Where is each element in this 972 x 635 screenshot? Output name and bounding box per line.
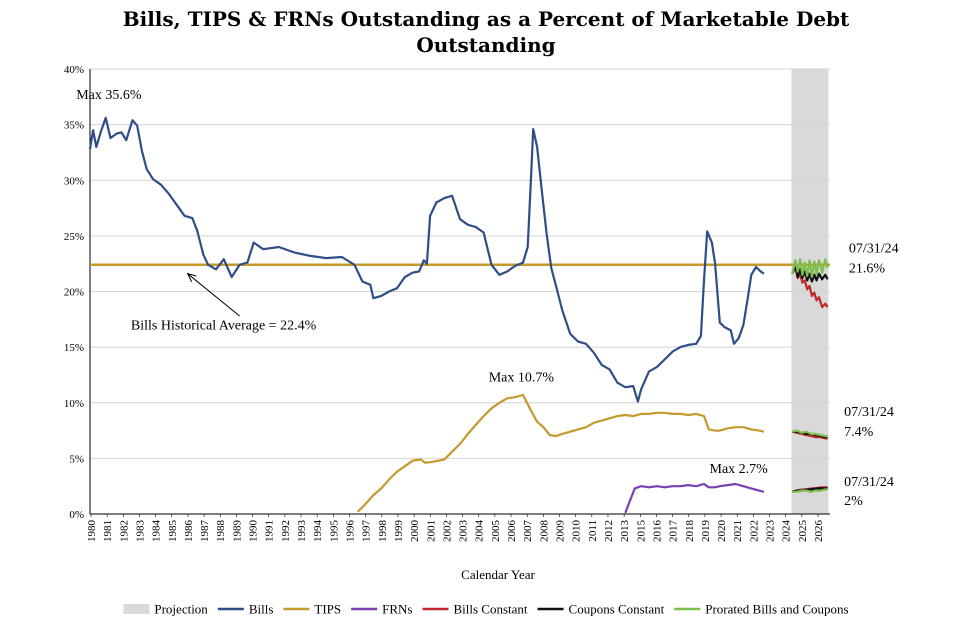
x-tick-label: 2023 xyxy=(765,520,777,543)
x-tick-label: 1998 xyxy=(377,520,389,543)
x-tick-label: 1983 xyxy=(134,520,146,543)
x-tick-label: 2002 xyxy=(441,520,453,542)
x-tick-label: 1990 xyxy=(248,520,260,543)
chart-title: Bills, TIPS & FRNs Outstanding as a Perc… xyxy=(0,6,972,58)
annotation-label: 2% xyxy=(844,494,863,509)
x-tick-label: 2007 xyxy=(522,520,534,543)
y-tick-label: 20% xyxy=(64,287,84,299)
annotation-label: Max 35.6% xyxy=(76,88,142,103)
annotation-label: 07/31/24 xyxy=(844,405,894,420)
y-tick-label: 35% xyxy=(64,120,84,132)
x-tick-label: 2005 xyxy=(490,520,502,543)
x-tick-label: 2024 xyxy=(781,520,793,543)
series-tips xyxy=(356,393,765,513)
x-axis-label: Calendar Year xyxy=(461,567,535,582)
series-tips-prorated xyxy=(791,429,828,438)
x-tick-label: 2004 xyxy=(474,520,486,543)
series-frns xyxy=(624,482,765,514)
x-tick-label: 1995 xyxy=(328,520,340,543)
x-tick-label: 2015 xyxy=(635,520,647,543)
x-tick-label: 1988 xyxy=(215,520,227,543)
y-tick-label: 5% xyxy=(69,453,84,465)
annotation-label: 21.6% xyxy=(849,262,886,277)
x-tick-label: 2018 xyxy=(684,520,696,543)
legend-swatch-projection xyxy=(123,604,150,614)
legend: Projection Bills TIPS FRNs Bills Constant Cou… xyxy=(123,602,849,617)
legend-label-coupons-constant: Coupons Constant xyxy=(569,602,665,617)
annotations: Max 35.6% Max 10.7% Max 2.7% 07/31/24 21.6% 0… xyxy=(76,88,898,509)
x-tick-label: 1994 xyxy=(312,520,324,543)
x-tick-label: 2003 xyxy=(458,520,470,543)
series-prorated-bills-and-coupons xyxy=(791,258,829,279)
series-coupons-constant xyxy=(791,264,829,283)
legend-label-prorated-bills-and-coupons: Prorated Bills and Coupons xyxy=(705,602,848,617)
y-tick-label: 10% xyxy=(64,398,84,410)
x-tick-label: 2009 xyxy=(555,520,567,543)
y-tick-label: 15% xyxy=(64,342,84,354)
x-tick-label: 1989 xyxy=(231,520,243,543)
x-tick-label: 1985 xyxy=(167,520,179,543)
legend-label-tips: TIPS xyxy=(314,602,341,617)
series-bills xyxy=(88,116,765,403)
x-tick-label: 1982 xyxy=(118,520,130,542)
x-tick-label: 2012 xyxy=(603,520,615,542)
x-tick-label: 2019 xyxy=(700,520,712,543)
x-tick-label: 2006 xyxy=(506,520,518,543)
arrow-head-icon xyxy=(186,272,197,282)
x-tick-label: 2020 xyxy=(716,520,728,543)
y-tick-label: 25% xyxy=(64,231,84,243)
chart-title-line-1: Bills, TIPS & FRNs Outstanding as a Perc… xyxy=(122,7,850,31)
y-tick-label: 0% xyxy=(69,509,84,521)
annotation-label: Max 2.7% xyxy=(710,462,769,477)
x-axis-ticks: 1980 1981 1982 1983 1984 1985 1986 1987 1988 1989… xyxy=(86,514,825,542)
x-tick-label: 2008 xyxy=(538,520,550,543)
annotation-label: 07/31/24 xyxy=(849,242,899,257)
series-frn-prorated xyxy=(792,488,828,493)
y-axis-ticks: 0% 5% 10% 15% 20% 25% 30% 35% 40% xyxy=(64,64,84,521)
y-tick-label: 30% xyxy=(64,175,84,187)
x-tick-label: 2010 xyxy=(571,520,583,543)
x-tick-label: 1986 xyxy=(183,520,195,543)
legend-label-projection: Projection xyxy=(154,602,208,617)
x-tick-label: 2025 xyxy=(797,520,809,543)
x-tick-label: 1981 xyxy=(102,520,114,542)
x-tick-label: 1984 xyxy=(151,520,163,543)
x-tick-label: 2001 xyxy=(425,520,437,542)
x-tick-label: 2000 xyxy=(409,520,421,543)
x-tick-label: 2016 xyxy=(651,520,663,543)
x-tick-label: 2022 xyxy=(748,520,760,542)
annotation-label: 07/31/24 xyxy=(844,475,894,490)
x-tick-label: 1999 xyxy=(393,520,405,543)
legend-label-bills: Bills xyxy=(249,602,274,617)
x-tick-label: 2026 xyxy=(813,520,825,543)
x-tick-label: 2011 xyxy=(587,520,599,542)
x-tick-label: 2017 xyxy=(668,520,680,543)
x-tick-label: 1992 xyxy=(280,520,292,542)
arrow-line xyxy=(187,273,240,317)
annotation-label: 7.4% xyxy=(844,425,874,440)
y-tick-label: 40% xyxy=(64,64,84,76)
series-lines xyxy=(88,116,829,514)
legend-label-bills-constant: Bills Constant xyxy=(453,602,527,617)
x-tick-label: 1980 xyxy=(86,520,98,543)
x-tick-label: 2013 xyxy=(619,520,631,543)
chart-title-line-2: Outstanding xyxy=(416,33,556,57)
x-tick-label: 1991 xyxy=(264,520,276,542)
x-tick-label: 1996 xyxy=(344,520,356,543)
annotation-label: Max 10.7% xyxy=(489,371,555,386)
legend-label-frns: FRNs xyxy=(382,602,412,617)
annotation-label: Bills Historical Average = 22.4% xyxy=(131,318,317,333)
x-tick-label: 1997 xyxy=(361,520,373,543)
x-tick-label: 1987 xyxy=(199,520,211,543)
x-tick-label: 1993 xyxy=(296,520,308,543)
x-tick-label: 2021 xyxy=(732,520,744,542)
